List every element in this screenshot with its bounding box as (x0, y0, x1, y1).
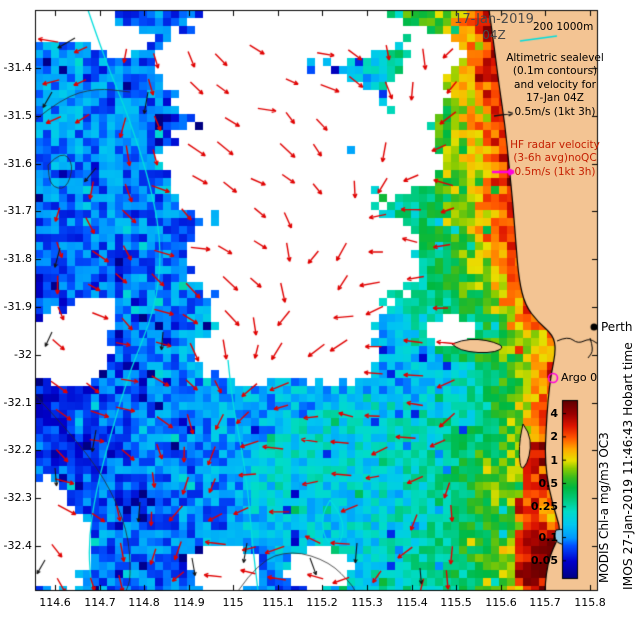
x-axis-label: 114.8 (128, 596, 160, 609)
x-axis-label: 115.8 (574, 596, 606, 609)
x-axis-label: 114.7 (84, 596, 116, 609)
x-axis-label: 115.2 (306, 596, 338, 609)
colorbar-tick-label: 2 (550, 430, 558, 443)
hf-radar-legend-line: HF radar velocity (510, 139, 600, 151)
y-axis-label: -32.4 (3, 539, 32, 552)
colorbar-tick-label: 0.05 (530, 554, 558, 567)
y-axis-label: -31.6 (3, 157, 32, 170)
x-axis-label: 115.5 (440, 596, 472, 609)
x-axis-label: 115 (222, 596, 244, 609)
y-axis-label: -32.2 (3, 443, 32, 456)
y-axis-label: -31.7 (3, 204, 32, 217)
hf-radar-velocity-scale-label: 0.5m/s (1kt 3h) (514, 165, 596, 178)
x-axis-label: 114.9 (173, 596, 205, 609)
altimetry-legend-line: 17-Jan 04Z (526, 92, 584, 105)
x-axis-label: 115.7 (529, 596, 561, 609)
altimetry-velocity-scale-label: 0.5m/s (1kt 3h) (514, 105, 596, 118)
x-axis-label: 115.6 (485, 596, 517, 609)
y-axis-label: -32.1 (3, 396, 32, 409)
colorbar-tick-label: 0.1 (538, 531, 559, 544)
x-axis-label: 114.6 (39, 596, 71, 609)
y-axis-label: -31.5 (3, 109, 32, 122)
altimetry-legend-line: Altimetric sealevel (506, 52, 604, 64)
x-axis-label: 115.1 (262, 596, 294, 609)
city-label-perth: Perth (601, 320, 633, 334)
hf-radar-legend-line: (3-6h avg)noQC (513, 152, 597, 165)
x-axis-label: 115.4 (396, 596, 428, 609)
altimetry-legend: Altimetric sealevel (0.1m contours) and … (496, 52, 614, 119)
colorbar-tick-label: 0.5 (538, 477, 559, 490)
colorbar-title: MODIS Chl-a mg/m3 OC3 (597, 432, 611, 583)
map-time-title: 04Z (482, 28, 506, 42)
altimetry-legend-line: and velocity for (514, 78, 596, 91)
argo-float-label: Argo 0 (561, 371, 598, 384)
y-axis-label: -31.8 (3, 252, 32, 265)
y-axis-label: -32 (14, 348, 32, 361)
colorbar-tick-label: 4 (550, 407, 558, 420)
hf-radar-legend: HF radar velocity (3-6h avg)noQC 0.5m/s … (496, 139, 614, 179)
map-date-title: 17-Jan-2019 (454, 12, 534, 27)
colorbar-tick-label: 0.25 (530, 500, 558, 513)
colorbar-tick-label: 1 (550, 454, 558, 467)
x-axis-label: 115.3 (351, 596, 383, 609)
altimetry-legend-line: (0.1m contours) (512, 65, 598, 78)
attribution-text: IMOS 27-Jan-2019 11:46:43 Hobart time (621, 342, 635, 590)
y-axis-label: -31.9 (3, 300, 32, 313)
y-axis-label: -31.4 (3, 61, 32, 74)
isobath-legend-label: 200 1000m (533, 21, 594, 33)
y-axis-label: -32.3 (3, 491, 32, 504)
